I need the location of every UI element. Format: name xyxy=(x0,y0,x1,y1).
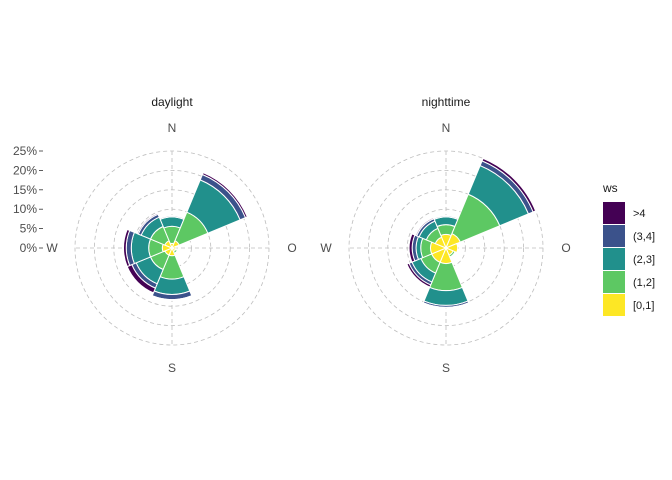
legend: ws >4 (3,4] (2,3] (1,2] [0,1] xyxy=(602,181,655,316)
wedge-nighttime-E-0 xyxy=(444,242,459,254)
wedge-daylight-NE-4 xyxy=(201,172,248,219)
facet-nighttime: nighttime N S W O xyxy=(320,95,570,375)
compass-label-e: O xyxy=(561,241,570,255)
radial-tick-label: 5% xyxy=(20,222,38,236)
legend-label: (2,3] xyxy=(633,254,655,266)
legend-title: ws xyxy=(602,181,618,195)
compass-label-s: S xyxy=(168,361,176,375)
compass-label-w: W xyxy=(46,241,58,255)
compass-label-s: S xyxy=(442,361,450,375)
legend-label: [0,1] xyxy=(633,300,654,312)
wedge-daylight-W-4 xyxy=(123,228,131,268)
wedge-nighttime-W-4 xyxy=(408,233,416,263)
facet-title: nighttime xyxy=(422,95,471,109)
grid-ring xyxy=(367,169,524,326)
legend-swatch xyxy=(603,248,625,270)
legend-label: (3,4] xyxy=(633,231,655,243)
compass-label-n: N xyxy=(168,121,177,135)
wedge-daylight-N-2 xyxy=(159,216,185,229)
radial-tick-label: 10% xyxy=(13,202,37,216)
legend-label: >4 xyxy=(633,208,646,220)
legend-swatch xyxy=(603,294,625,316)
radial-tick-label: 15% xyxy=(13,183,37,197)
wedge-daylight-NW-4 xyxy=(136,212,159,235)
legend-swatch xyxy=(603,271,625,293)
compass-label-e: O xyxy=(287,241,296,255)
radial-tick-label: 20% xyxy=(13,163,37,177)
wedge-nighttime-NW-4 xyxy=(414,216,435,237)
radial-tick-label: 25% xyxy=(13,144,37,158)
grid-ring xyxy=(94,169,250,326)
facet-daylight: daylight N S W O 0% 5% 10% 15% 20% 25% xyxy=(13,95,297,375)
facet-title: daylight xyxy=(151,95,193,109)
legend-label: (1,2] xyxy=(633,277,655,289)
radial-tick-label: 0% xyxy=(20,241,38,255)
wedge-nighttime-NE-4 xyxy=(481,157,537,213)
legend-swatch xyxy=(603,225,625,247)
wedge-nighttime-SW-4 xyxy=(406,262,432,288)
legend-swatch xyxy=(603,202,625,224)
compass-label-n: N xyxy=(442,121,451,135)
wedge-nighttime-S-4 xyxy=(422,302,470,309)
compass-label-w: W xyxy=(320,241,332,255)
wedge-daylight-S-4 xyxy=(151,295,193,301)
